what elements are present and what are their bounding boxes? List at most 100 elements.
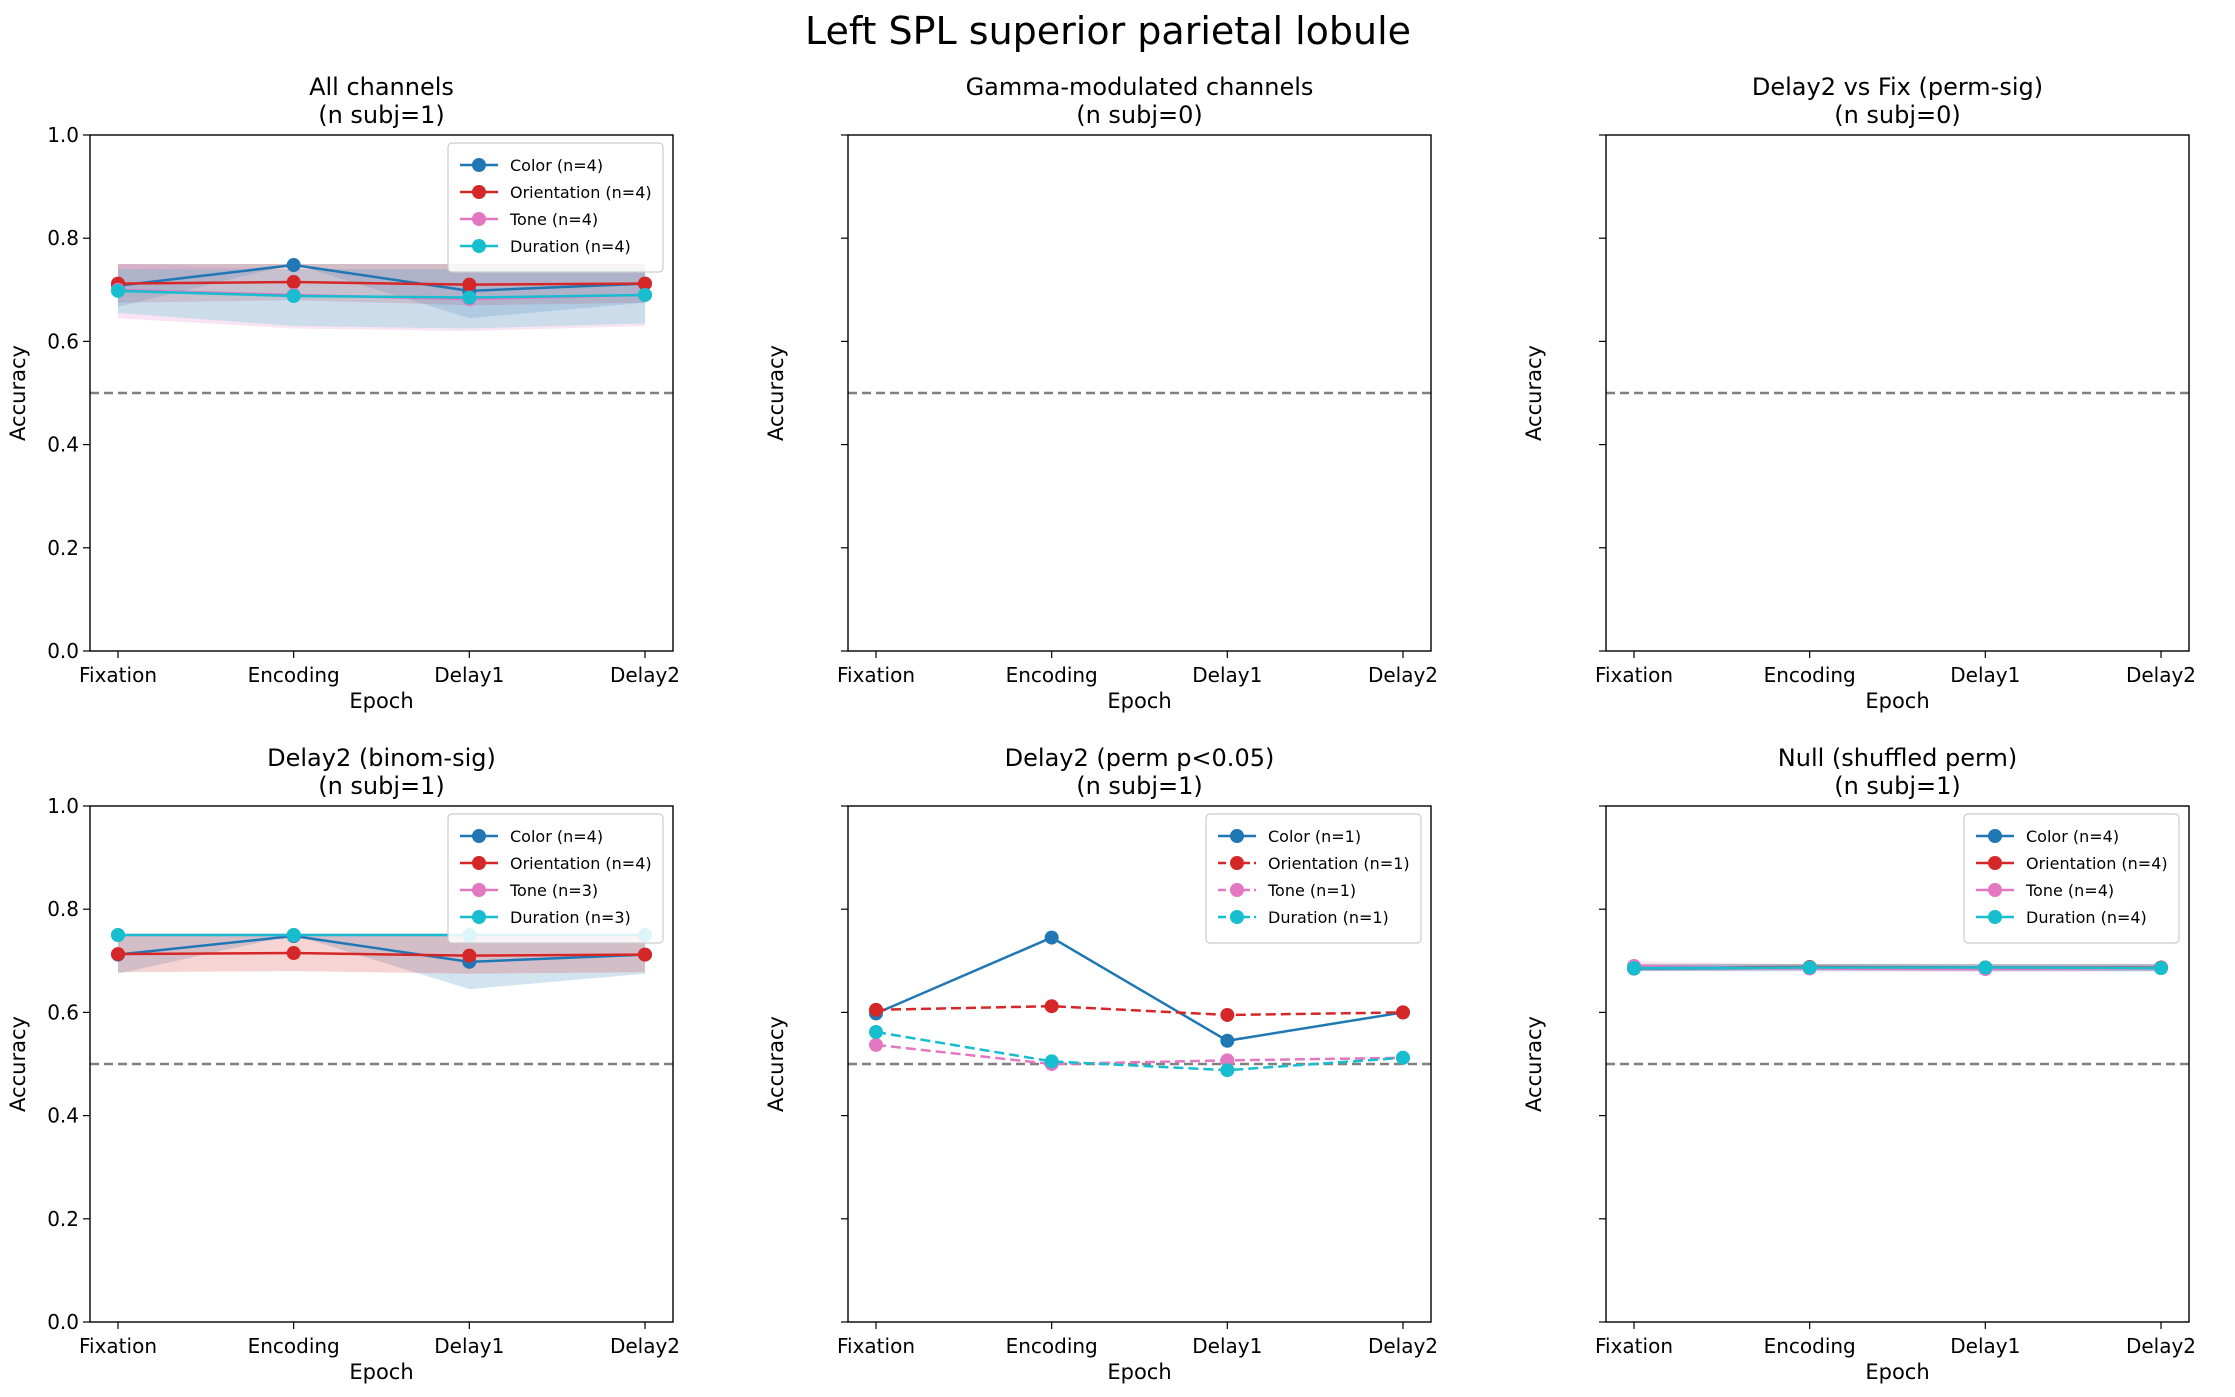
x-tick-label: Fixation: [79, 1334, 157, 1358]
data-point: [1220, 1053, 1235, 1068]
x-tick-label: Delay2: [610, 663, 680, 687]
x-tick-label: Delay1: [1192, 1334, 1262, 1358]
data-point: [1220, 1007, 1235, 1022]
legend-marker: [472, 829, 486, 843]
y-tick-label: 0.0: [47, 1310, 79, 1334]
y-tick-label: 0.0: [47, 639, 79, 663]
legend-entry: Duration (n=1): [1268, 908, 1389, 927]
y-tick-label: 1.0: [47, 794, 79, 818]
y-tick-label: 0.2: [47, 1207, 79, 1231]
legend-marker: [472, 239, 486, 253]
legend-entry: Color (n=1): [1268, 827, 1361, 846]
x-tick-label: Delay1: [1950, 1334, 2020, 1358]
x-tick-label: Fixation: [837, 1334, 915, 1358]
data-point: [462, 290, 477, 305]
x-tick-label: Fixation: [1595, 1334, 1673, 1358]
data-point: [462, 277, 477, 292]
legend-frame: [1205, 813, 1422, 944]
panel-title: Delay2 (binom-sig): [267, 744, 496, 772]
panel-title: Gamma-modulated channels: [966, 73, 1314, 101]
series-line: [117, 934, 646, 964]
legend-marker: [1230, 883, 1244, 897]
axes-frame: [1605, 134, 2190, 652]
legend-entry: Orientation (n=4): [510, 183, 652, 202]
y-axis-label: Accuracy: [6, 345, 30, 441]
data-point: [869, 1025, 883, 1040]
legend-frame: [1963, 813, 2180, 944]
data-point: [1978, 960, 1993, 975]
legend-entry: Orientation (n=4): [2026, 854, 2168, 873]
legend-marker: [1988, 883, 2002, 897]
x-axis-label: Epoch: [1107, 1360, 1171, 1384]
legend-entry: Color (n=4): [2026, 827, 2119, 846]
chart-panel: All channels(n subj=1) 0.0 0.2 0.4 0.6 0.8 1.0…: [6, 73, 680, 713]
data-point: [1044, 1054, 1059, 1069]
chart-panel: Null (shuffled perm)(n subj=1) Fixation En…: [1522, 744, 2196, 1384]
x-tick-label: Encoding: [1764, 1334, 1856, 1358]
x-axis-label: Epoch: [349, 1360, 413, 1384]
x-axis-label: Epoch: [1107, 689, 1171, 713]
data-point: [286, 275, 301, 290]
x-tick-label: Delay2: [2126, 1334, 2196, 1358]
x-tick-label: Fixation: [837, 663, 915, 687]
legend: Color (n=4) Orientation (n=4) Tone (n=3) Du…: [447, 813, 664, 944]
x-tick-label: Encoding: [1006, 663, 1098, 687]
legend-entry: Duration (n=4): [2026, 908, 2147, 927]
figure-title: Left SPL superior parietal lobule: [805, 9, 1411, 53]
series-line: [117, 951, 646, 957]
y-axis-label: Accuracy: [764, 1016, 788, 1112]
data-point: [638, 947, 652, 962]
y-tick-label: 0.6: [47, 329, 79, 353]
legend-marker: [1230, 910, 1244, 924]
data-point: [1220, 1033, 1235, 1048]
axes-frame: [847, 805, 1432, 1323]
chart-panel: Gamma-modulated channels(n subj=0) Fixati…: [764, 73, 1438, 713]
chart-panel: Delay2 (binom-sig)(n subj=1) 0.0 0.2 0.4 0.6…: [6, 744, 680, 1384]
panel-subtitle: (n subj=1): [1834, 772, 1961, 800]
legend: Color (n=1) Orientation (n=1) Tone (n=1) Du…: [1205, 813, 1422, 944]
y-axis-label: Accuracy: [1522, 1016, 1546, 1112]
series-line: [875, 1030, 1404, 1072]
y-axis-label: Accuracy: [6, 1016, 30, 1112]
legend-entry: Color (n=4): [510, 827, 603, 846]
panel-title: Delay2 vs Fix (perm-sig): [1752, 73, 2043, 101]
data-point: [286, 288, 301, 303]
legend-marker: [1988, 856, 2002, 870]
panel-subtitle: (n subj=0): [1076, 101, 1203, 129]
data-point: [111, 283, 125, 298]
legend-entry: Tone (n=4): [509, 210, 598, 229]
legend-marker: [1230, 829, 1244, 843]
panels-container: All channels(n subj=1)0.00.20.40.60.81.0…: [6, 73, 2196, 1384]
legend-marker: [472, 883, 486, 897]
data-point: [111, 928, 125, 942]
y-tick-label: 0.2: [47, 536, 79, 560]
axes-frame: [89, 805, 674, 1323]
legend-marker: [472, 158, 486, 172]
data-point: [1802, 960, 1817, 975]
panel-subtitle: (n subj=0): [1834, 101, 1961, 129]
legend-entry: Orientation (n=1): [1268, 854, 1410, 873]
x-tick-label: Delay1: [1950, 663, 2020, 687]
data-point: [2154, 961, 2168, 976]
legend-entry: Duration (n=3): [510, 908, 631, 927]
data-point: [869, 1002, 883, 1017]
y-tick-label: 0.4: [47, 433, 79, 457]
x-tick-label: Encoding: [1006, 1334, 1098, 1358]
x-tick-label: Encoding: [248, 663, 340, 687]
data-point: [1220, 1063, 1235, 1078]
data-point: [111, 947, 125, 962]
series-line: [117, 280, 646, 286]
data-point: [1396, 1050, 1410, 1065]
y-tick-label: 0.8: [47, 897, 79, 921]
series-line: [117, 263, 646, 293]
series-line: [117, 289, 646, 299]
legend-entry: Orientation (n=4): [510, 854, 652, 873]
x-tick-label: Delay2: [1368, 1334, 1438, 1358]
x-axis-label: Epoch: [349, 689, 413, 713]
x-tick-label: Delay2: [2126, 663, 2196, 687]
panel-title: Delay2 (perm p<0.05): [1005, 744, 1275, 772]
legend-marker: [1988, 910, 2002, 924]
x-tick-label: Encoding: [248, 1334, 340, 1358]
legend-marker: [472, 185, 486, 199]
legend-marker: [472, 212, 486, 226]
